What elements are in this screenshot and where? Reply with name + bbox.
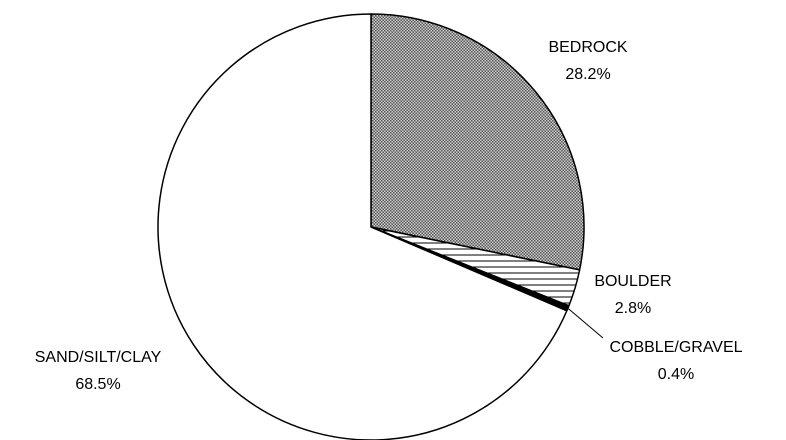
pie-slice (157, 13, 568, 440)
leader-line (567, 307, 604, 339)
pie-slice (370, 13, 585, 271)
slice-value-label: 68.5% (75, 376, 120, 393)
slice-value-label: 0.4% (658, 366, 694, 383)
slice-label: SAND/SILT/CLAY (35, 349, 162, 366)
slice-label: COBBLE/GRAVEL (609, 339, 742, 356)
slice-label: BOULDER (594, 273, 671, 290)
slice-value-label: 28.2% (565, 66, 610, 83)
slice-label: BEDROCK (548, 39, 627, 56)
slice-value-label: 2.8% (615, 300, 651, 317)
